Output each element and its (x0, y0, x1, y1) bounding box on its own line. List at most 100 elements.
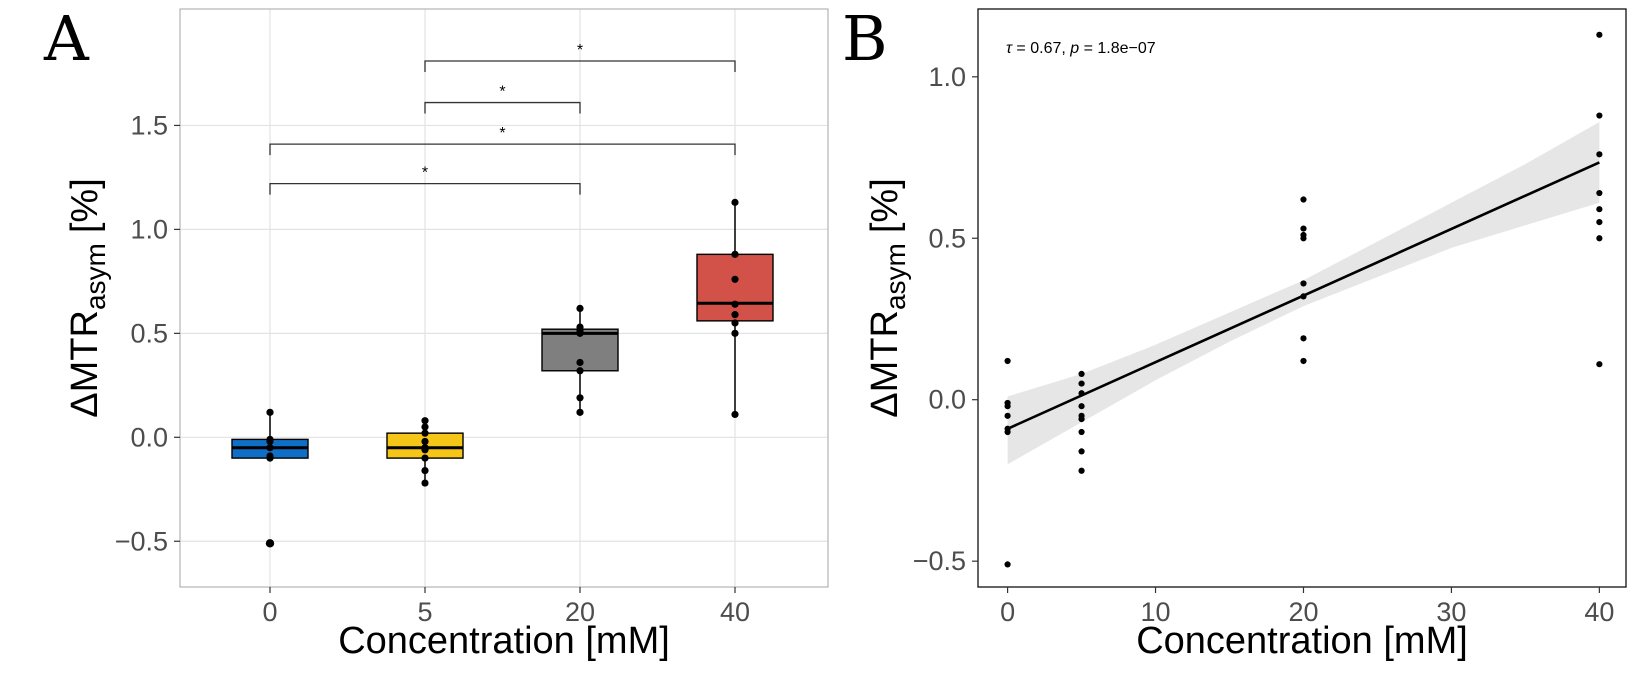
panel-b-frame (977, 8, 1627, 588)
panel-a-point-1-8 (421, 479, 429, 487)
panel-b-point-6 (1004, 561, 1011, 568)
tau-text: = 0.67, (1012, 40, 1070, 57)
panel-b-point-27 (1596, 189, 1603, 197)
panel-b-point-16 (1300, 196, 1307, 203)
panel-b-annotation: τ = 0.67, p = 1.8e−07 (1006, 40, 1156, 57)
panel-a-point-0-6 (266, 539, 274, 547)
panel-b-confidence-band (1007, 122, 1600, 465)
panel-b-y-ticks: −0.5 0.0 0.5 1.0 (913, 62, 978, 576)
panel-a-letter: A (43, 2, 90, 75)
panel-b-xtick-label-2: 20 (1288, 597, 1318, 627)
panel-b-ytick-label-2: 0.5 (928, 223, 966, 253)
panel-a-ytick-label-4: 1.5 (130, 110, 168, 140)
panel-b-xtick-label-3: 30 (1436, 597, 1466, 627)
panel-b-scatter: B τ = 0.67, p = 1.8e−07 −0.5 0.0 0.5 1.0 0 1… (842, 2, 1627, 662)
panel-b-point-5 (1004, 428, 1011, 436)
panel-b-point-15 (1078, 467, 1085, 474)
panel-a-point-1-1 (421, 423, 429, 431)
panel-a-bracket-2 (424, 101, 581, 114)
panel-b-y-axis-title-sub: asym (880, 243, 911, 310)
panel-a-frame (179, 8, 829, 588)
panel-a-xtick-label-3: 40 (720, 597, 750, 627)
panel-a-boxes (231, 202, 774, 548)
panel-a-point-3-3 (731, 300, 739, 308)
panel-b-point-10 (1078, 403, 1085, 410)
p-symbol: p (1069, 40, 1079, 57)
panel-b-point-30 (1596, 235, 1603, 242)
panel-b-x-axis-title: Concentration [mM] (1136, 620, 1468, 662)
panel-b-xtick-label-0: 0 (1000, 597, 1015, 627)
panel-a-point-1-7 (421, 466, 429, 475)
panel-b-point-0 (1004, 357, 1011, 365)
panel-a-significance-brackets: * * * * (269, 42, 736, 195)
panel-a-point-1-6 (421, 454, 429, 462)
panel-a-y-ticks: −0.5 0.0 0.5 1.0 1.5 (115, 110, 180, 556)
panel-a-point-2-3 (576, 329, 584, 337)
panel-a-ytick-label-3: 1.0 (130, 214, 168, 244)
panel-a-point-2-0 (576, 304, 584, 312)
tau-symbol: τ (1006, 40, 1013, 57)
panel-b-confidence-band-area (1007, 122, 1600, 465)
panel-a-point-3-5 (731, 319, 739, 327)
panel-b-point-22 (1300, 335, 1307, 342)
panel-b-point-13 (1078, 428, 1085, 436)
panel-b-point-24 (1596, 31, 1603, 38)
panel-a-y-axis-title: ΔMTRasym [%] (64, 178, 111, 418)
panel-b-y-axis-title-unit: [%] (864, 178, 906, 233)
panel-b-point-7 (1078, 370, 1085, 377)
panel-b-point-9 (1078, 390, 1085, 397)
p-text: = 1.8e−07 (1079, 40, 1156, 57)
panel-a-xtick-label-0: 0 (262, 597, 277, 627)
panel-b-point-3 (1004, 412, 1011, 419)
panel-b-x-ticks: 0 10 20 30 40 (1000, 587, 1614, 627)
panel-a-point-3-0 (731, 198, 739, 206)
panel-a-points (266, 198, 739, 547)
panel-a-xtick-label-1: 5 (417, 597, 432, 627)
panel-a-bracket-star-3: * (577, 42, 583, 59)
panel-a-ytick-label-1: 0.0 (130, 422, 168, 452)
panel-a-y-axis-title-unit: [%] (64, 178, 106, 233)
panel-a-x-axis-title: Concentration [mM] (338, 620, 670, 662)
panel-a-ytick-label-2: 0.5 (130, 318, 168, 348)
panel-a-point-2-7 (576, 408, 584, 416)
panel-b-point-29 (1596, 219, 1603, 226)
panel-a-y-axis-title-sub: asym (80, 243, 111, 310)
panel-a-point-2-5 (576, 367, 584, 375)
panel-a-bracket-3 (424, 60, 736, 72)
panel-a-point-2-6 (576, 394, 584, 402)
panel-b-point-14 (1078, 448, 1085, 455)
panel-b-point-17 (1300, 225, 1307, 232)
panel-a-point-0-5 (266, 454, 274, 462)
panel-b-point-2 (1004, 403, 1011, 410)
panel-a-bracket-star-2: * (499, 84, 505, 101)
panel-b-y-axis-title: ΔMTRasym [%] (864, 178, 911, 418)
panel-a-point-3-4 (731, 311, 739, 319)
panel-b-point-8 (1078, 380, 1085, 387)
panel-b-point-21 (1300, 293, 1307, 300)
panel-b-y-axis-title-main: ΔMTR (864, 310, 906, 418)
panel-b-point-26 (1596, 151, 1603, 158)
panel-a-point-0-3 (266, 444, 274, 452)
panel-a-point-3-1 (731, 250, 739, 258)
panel-a-boxplot: A * * * * −0.5 0.0 0.5 1.0 1.5 0 5 20 40 Concentra… (43, 2, 829, 662)
panel-b-letter: B (842, 2, 888, 75)
panel-b-point-23 (1300, 357, 1307, 365)
panel-b-ytick-label-0: −0.5 (913, 546, 966, 576)
panel-a-bracket-star-1: * (499, 125, 505, 142)
panel-a-bracket-1 (269, 143, 736, 156)
panel-a-bracket-0 (269, 182, 581, 195)
panel-b-point-12 (1078, 415, 1085, 423)
panel-a-point-0-0 (266, 408, 274, 416)
panel-b-point-19 (1300, 235, 1307, 242)
panel-a-y-axis-title-main: ΔMTR (64, 310, 106, 418)
panel-b-points (1004, 31, 1603, 568)
panel-a-xtick-label-2: 20 (565, 597, 595, 627)
panel-a-point-1-2 (421, 429, 429, 437)
panel-a-bracket-star-0: * (422, 165, 428, 182)
panel-a-box-3 (696, 253, 774, 322)
panel-a-point-1-3 (421, 437, 429, 446)
panel-a-point-3-7 (731, 410, 739, 419)
panel-b-xtick-label-1: 10 (1141, 597, 1171, 627)
panel-a-point-1-0 (421, 417, 429, 425)
